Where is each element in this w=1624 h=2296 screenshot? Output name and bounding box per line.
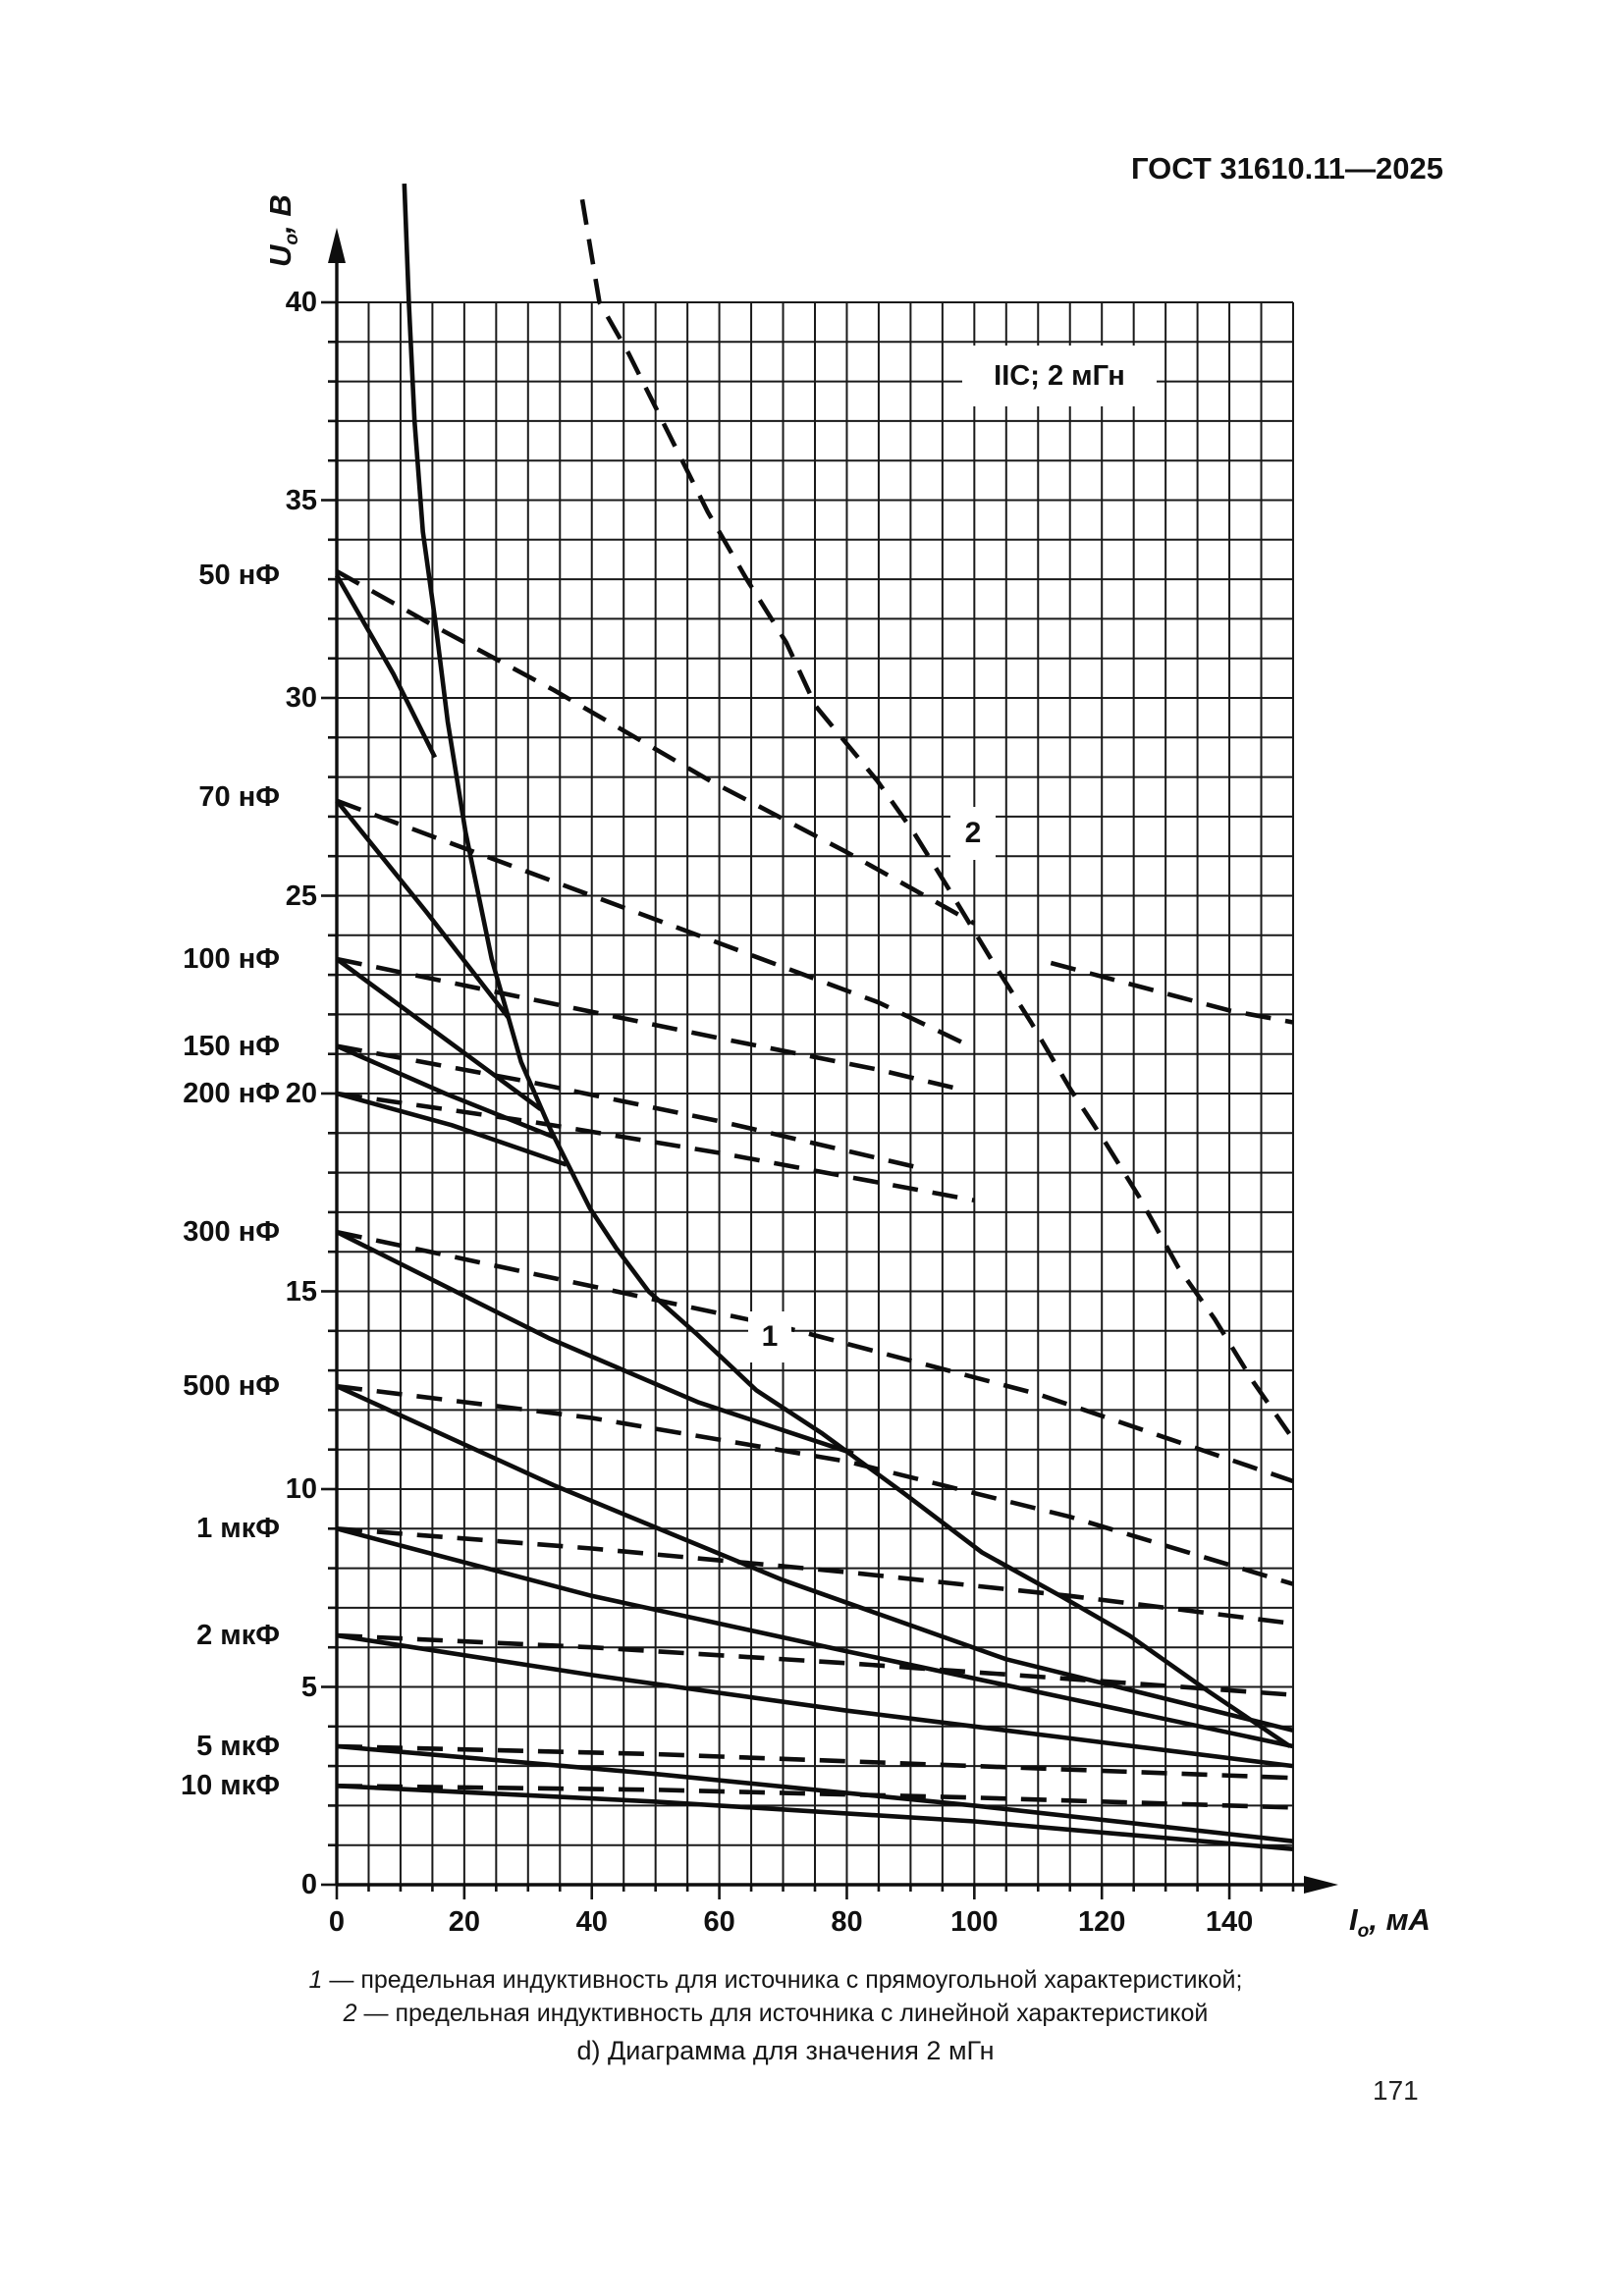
y-axis-arrow-icon	[328, 228, 346, 263]
legend-curve-number-2: 2	[343, 2000, 357, 2027]
x-tick-label-80: 80	[831, 1906, 863, 1938]
y-tick-label-0: 0	[300, 1869, 317, 1900]
capacitance-label-500-нФ: 500 нФ	[183, 1370, 280, 1403]
capacitance-label-100-нФ: 100 нФ	[183, 942, 280, 975]
y-tick-label-5: 5	[300, 1671, 317, 1703]
capacitance-label-50-нФ: 50 нФ	[198, 560, 280, 592]
x-axis-subscript: o	[1357, 1921, 1370, 1943]
legend-line-1: 1 — предельная индуктивность для источни…	[59, 1963, 1492, 1997]
y-tick-label-15: 15	[285, 1275, 317, 1308]
y-tick-label-25: 25	[285, 880, 317, 912]
curve-c-150nF-rect	[336, 1043, 555, 1140]
legend-curve-number-1: 1	[308, 1966, 323, 1994]
curve-c-10uF-rect	[336, 1784, 1294, 1851]
curve-c-70nF-rect	[335, 799, 512, 1020]
legend-text-1: — предельная индуктивность для источника…	[329, 1966, 1243, 1994]
page-header: ГОСТ 31610.11—2025	[1131, 151, 1443, 186]
x-tick-label-60: 60	[703, 1906, 735, 1938]
capacitance-label-10-мкФ: 10 мкФ	[180, 1770, 280, 1802]
curve-c-2uF-lin	[336, 1632, 1294, 1697]
curve-c-50nF-rect	[335, 573, 438, 759]
legend-line-2: 2 — предельная индуктивность для источни…	[59, 1997, 1492, 2030]
curve-c-1uF-lin	[336, 1526, 1294, 1627]
figure-caption: d) Диаграмма для значения 2 мГн	[576, 2036, 995, 2065]
y-tick-label-20: 20	[285, 1078, 317, 1109]
curve-label-2: 2	[950, 807, 996, 860]
x-axis-title: Io, мА	[1349, 1902, 1431, 1943]
curve-limit-2-linear	[579, 198, 1291, 1435]
curve-c-300nF-rect	[335, 1230, 854, 1456]
curve-c-500nF-lin	[336, 1383, 1294, 1586]
curve-c-70nF-lin	[336, 798, 963, 1044]
curve-c-50nF-lin	[335, 568, 976, 926]
annotation-box-iic-2mgn: IIC; 2 мГн	[962, 346, 1157, 406]
y-axis-unit: , В	[263, 194, 298, 234]
legend-text-2: — предельная индуктивность для источника…	[363, 2000, 1209, 2027]
page-number: 171	[1373, 2075, 1419, 2106]
curve-c-100nF-lin	[336, 956, 962, 1093]
curve-c-100nF-rect	[335, 957, 543, 1111]
capacitance-label-150-нФ: 150 нФ	[183, 1030, 280, 1062]
capacitance-label-200-нФ: 200 нФ	[183, 1078, 280, 1109]
x-tick-label-20: 20	[448, 1906, 480, 1938]
capacitance-label-70-нФ: 70 нФ	[198, 780, 280, 813]
capacitance-label-5-мкФ: 5 мкФ	[196, 1730, 280, 1762]
x-axis-symbol: I	[1349, 1902, 1358, 1937]
y-axis-title: Uo, В	[263, 194, 303, 267]
curve-c-200nF-lin	[336, 1091, 975, 1203]
curve-c-150nF-lin	[336, 1043, 924, 1171]
curve-c-1uF-rect	[336, 1526, 1294, 1749]
x-axis-arrow-icon	[1304, 1876, 1338, 1894]
x-axis-unit: , мА	[1369, 1902, 1431, 1937]
x-tick-label-100: 100	[950, 1906, 999, 1938]
x-tick-label-40: 40	[575, 1906, 608, 1938]
x-tick-label-120: 120	[1077, 1906, 1126, 1938]
figure-legend: 1 — предельная индуктивность для источни…	[59, 1963, 1492, 2030]
curve-c-5uF-rect	[336, 1743, 1294, 1843]
curve-label-1: 1	[748, 1311, 791, 1362]
curve-faint-artifact	[1050, 960, 1294, 1025]
y-tick-label-40: 40	[285, 287, 317, 318]
x-tick-label-140: 140	[1205, 1906, 1254, 1938]
capacitance-label-1-мкФ: 1 мкФ	[196, 1513, 280, 1545]
y-axis-subscript: o	[282, 233, 303, 245]
capacitance-label-300-нФ: 300 нФ	[183, 1216, 280, 1249]
curve-c-2uF-rect	[336, 1632, 1294, 1769]
y-axis-symbol: U	[263, 244, 298, 267]
y-tick-label-35: 35	[285, 484, 317, 516]
capacitance-label-2-мкФ: 2 мкФ	[196, 1620, 280, 1652]
x-tick-label-0: 0	[328, 1906, 346, 1938]
curve-c-200nF-rect	[336, 1091, 568, 1167]
curve-limit-1-rectangular	[402, 184, 1292, 1748]
y-tick-label-10: 10	[285, 1473, 317, 1505]
y-tick-label-30: 30	[285, 682, 317, 714]
